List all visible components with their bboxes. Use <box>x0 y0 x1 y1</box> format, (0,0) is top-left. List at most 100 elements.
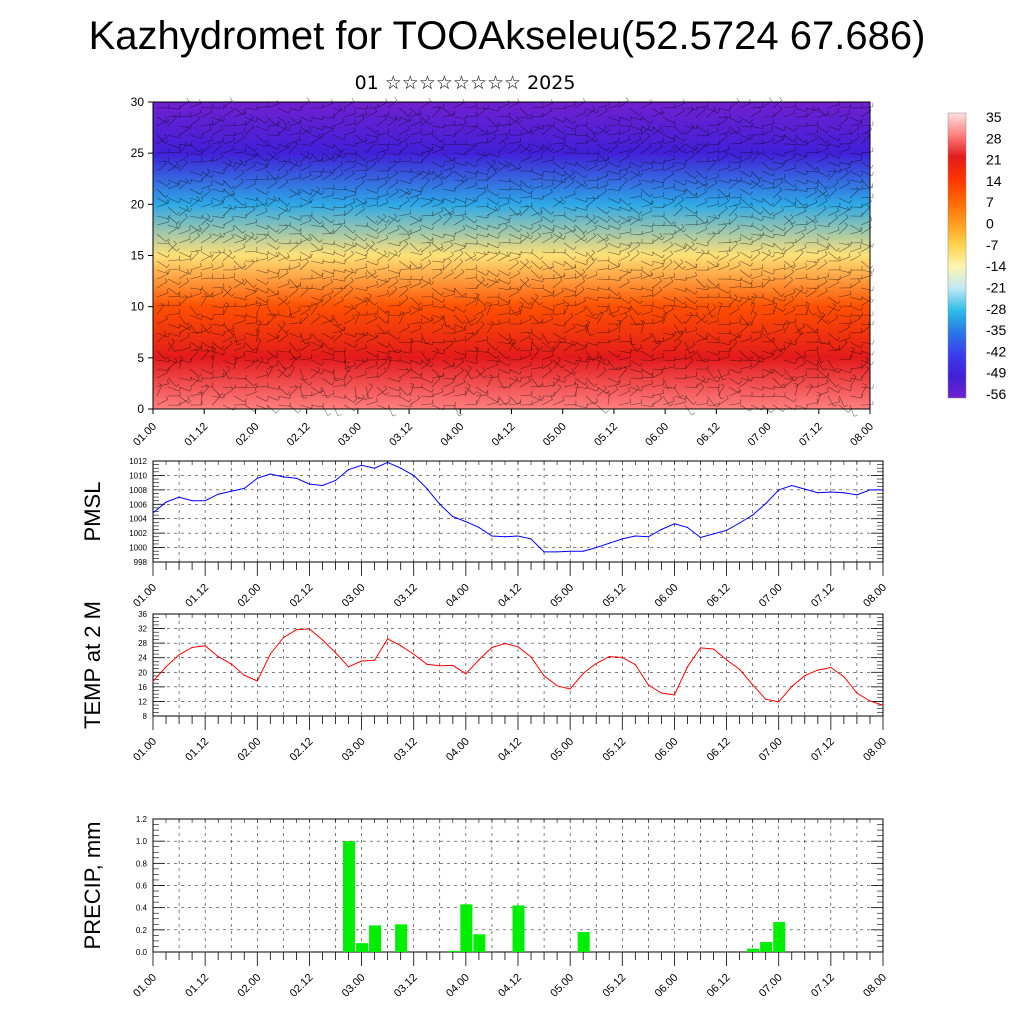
data-point <box>556 551 558 553</box>
data-point <box>269 473 271 475</box>
data-point <box>243 487 245 490</box>
chart-title: Kazhydromet for TOOAkseleu(52.5724 67.68… <box>88 14 926 58</box>
data-point <box>178 496 180 498</box>
data-point <box>843 492 845 494</box>
data-point <box>452 515 454 518</box>
x-tick-label: 03.12 <box>387 421 415 449</box>
precip-bar <box>369 925 382 952</box>
x-tick-label: 04.12 <box>496 582 524 610</box>
wind-barbs <box>156 96 874 417</box>
x-tick-label: 01.12 <box>183 972 211 1000</box>
chart-subtitle: 01 ☆☆☆☆☆☆☆☆ 2025 <box>354 72 576 94</box>
x-tick-label: 03.00 <box>340 736 368 764</box>
data-point <box>204 645 206 647</box>
data-point <box>582 672 584 674</box>
precip-bar <box>343 841 356 952</box>
x-tick-label: 07.12 <box>809 736 837 764</box>
data-point <box>217 656 219 658</box>
y-tick-label: 0.6 <box>136 882 148 891</box>
x-tick-label: 04.00 <box>444 972 472 1000</box>
y-tick-label: 28 <box>138 639 147 648</box>
colorbar-label: 14 <box>986 173 1002 189</box>
data-point <box>856 494 858 496</box>
data-point <box>204 500 206 502</box>
data-point <box>517 646 519 648</box>
x-tick-label: 07.12 <box>809 582 837 610</box>
x-tick-label: 02.00 <box>235 736 263 764</box>
x-tick-label: 06.00 <box>653 582 681 610</box>
data-point <box>686 666 689 668</box>
precip-bar <box>395 924 408 952</box>
x-tick-label: 07.12 <box>797 421 825 449</box>
data-point <box>765 698 767 700</box>
x-tick-label: 05.00 <box>548 582 576 610</box>
data-point <box>621 538 623 540</box>
colorbar-label: -35 <box>986 322 1006 338</box>
data-point <box>634 535 636 537</box>
data-point <box>843 676 845 678</box>
data-point <box>569 550 571 552</box>
x-tick-label: 06.00 <box>653 972 681 1000</box>
precip-panel: 0.0 0.2 0.4 0.6 0.8 1.0 1.2 01.00 01.12 02.00 02.1… <box>80 815 889 1000</box>
x-tick-label: 05.12 <box>600 582 628 610</box>
x-tick-label: 03.00 <box>340 582 368 610</box>
x-tick-label: 04.12 <box>490 421 518 449</box>
precip-bar <box>356 943 369 952</box>
data-point <box>334 479 337 482</box>
data-point <box>256 680 258 682</box>
data-point <box>608 656 610 658</box>
y-tick-label: 1008 <box>129 486 147 495</box>
data-point <box>712 648 715 650</box>
x-tick-label: 05.00 <box>548 736 576 764</box>
data-point <box>778 701 780 703</box>
colorbar-label: 28 <box>986 130 1002 146</box>
data-point <box>504 536 506 538</box>
data-point <box>374 659 376 661</box>
data-point <box>400 645 402 647</box>
x-tick-label: 03.12 <box>392 736 420 764</box>
x-tick-label: 05.12 <box>592 421 620 449</box>
data-point <box>152 512 154 514</box>
x-tick-label: 02.12 <box>288 736 316 764</box>
x-tick-label: 07.00 <box>757 582 785 610</box>
x-tick-label: 06.12 <box>705 736 733 764</box>
data-point <box>752 514 754 516</box>
data-point <box>491 535 493 537</box>
data-point <box>308 483 311 485</box>
data-point <box>452 664 454 666</box>
x-tick-label: 06.00 <box>643 421 671 449</box>
precip-bar <box>447 950 460 952</box>
y-axis-title: PRECIP, mm <box>80 822 105 950</box>
data-point <box>817 669 819 671</box>
data-point <box>804 674 806 677</box>
grid <box>153 614 883 716</box>
x-tick-label: 05.12 <box>600 736 628 764</box>
data-point <box>699 647 702 649</box>
data-point <box>191 646 193 649</box>
x-tick-label: 02.12 <box>285 421 313 449</box>
data-point <box>439 503 441 505</box>
data-point <box>334 652 337 654</box>
y-tick-label: 25 <box>131 146 145 160</box>
y-tick-label: 8 <box>143 712 148 721</box>
y-tick-label: 1.2 <box>136 815 148 824</box>
x-tick-label: 04.12 <box>496 972 524 1000</box>
colorbar-label: 35 <box>986 109 1002 125</box>
colorbar-label: 0 <box>986 216 994 232</box>
precip-bar <box>773 922 786 952</box>
data-point <box>360 464 363 466</box>
cross-section-panel: 0 5 10 15 20 25 30 01.00 01.12 02.00 02.12 03.00 03.… <box>131 95 876 449</box>
data-point <box>413 474 415 477</box>
data-point <box>817 492 819 494</box>
x-tick-label: 01.00 <box>131 582 159 610</box>
data-point <box>791 484 793 487</box>
data-point <box>282 637 284 639</box>
colorbar-label: -49 <box>986 365 1006 381</box>
data-point <box>465 521 467 523</box>
data-point <box>739 668 741 670</box>
data-point <box>321 639 324 641</box>
y-tick-label: 1004 <box>129 515 147 524</box>
y-tick-label: 20 <box>138 668 147 677</box>
y-tick-label: 32 <box>138 625 147 634</box>
